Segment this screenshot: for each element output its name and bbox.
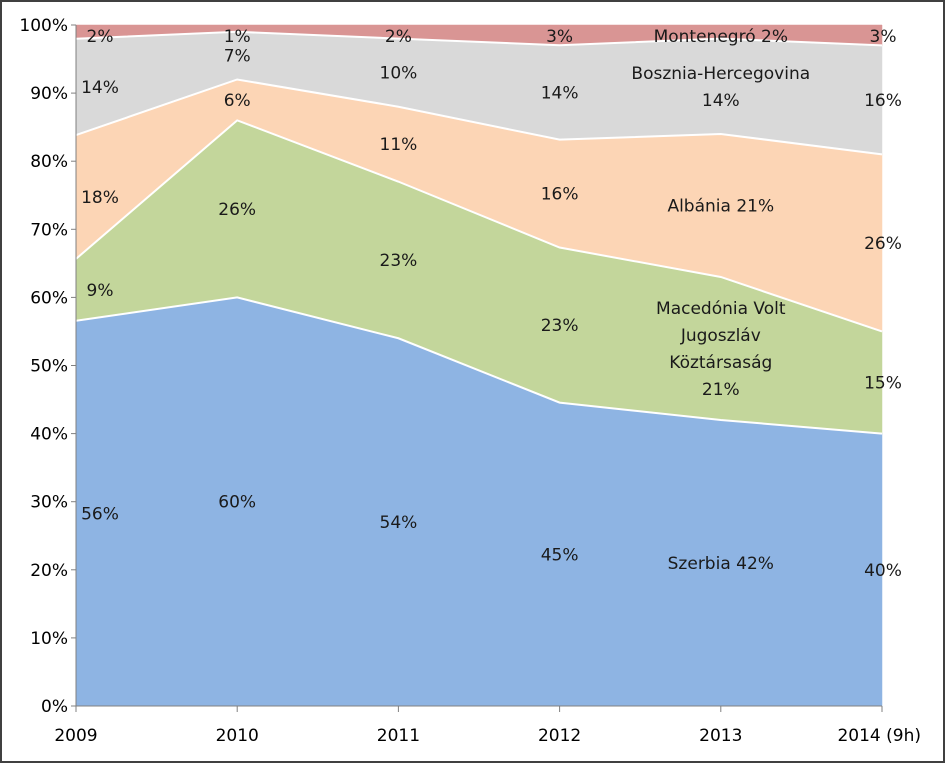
data-label-line: 14% bbox=[81, 78, 119, 98]
boundary-line-szerbia bbox=[75, 296, 883, 435]
y-tick-label: 60% bbox=[30, 288, 68, 308]
data-label-szerbia: 54% bbox=[380, 513, 418, 533]
data-label-line: 11% bbox=[380, 135, 418, 155]
data-label-line: 10% bbox=[380, 64, 418, 84]
y-tick-label: 40% bbox=[30, 425, 68, 445]
data-label-line: 45% bbox=[541, 545, 579, 565]
y-tick-label: 10% bbox=[30, 629, 68, 649]
boundary-line-macedonia-volt-jugoszlav-koztarsasag bbox=[75, 119, 883, 333]
data-label-szerbia: 40% bbox=[864, 561, 902, 581]
data-label-line: 3% bbox=[870, 27, 897, 47]
data-label-line: 23% bbox=[380, 251, 418, 271]
data-label-bosznia-hercegovina: Bosznia-Hercegovina 14% bbox=[631, 64, 810, 111]
x-tick-label: 2012 bbox=[538, 726, 581, 746]
data-label-szerbia: 45% bbox=[541, 545, 579, 565]
x-tick-label: 2013 bbox=[699, 726, 742, 746]
data-label-line: 14% bbox=[702, 91, 740, 111]
y-tick-label: 90% bbox=[30, 84, 68, 104]
data-label-macedonia-volt-jugoszlav-koztarsasag: 9% bbox=[87, 281, 114, 301]
x-tick-label: 2009 bbox=[54, 726, 97, 746]
y-tick-label: 80% bbox=[30, 152, 68, 172]
data-label-line: Bosznia-Hercegovina bbox=[631, 64, 810, 84]
data-label-line: Szerbia 42% bbox=[668, 554, 774, 574]
y-tick-label: 30% bbox=[30, 493, 68, 513]
data-label-line: 21% bbox=[702, 380, 740, 400]
data-label-macedonia-volt-jugoszlav-koztarsasag: 15% bbox=[864, 374, 902, 394]
data-label-line: Montenegró 2% bbox=[654, 27, 788, 47]
data-label-szerbia: 60% bbox=[218, 493, 256, 513]
data-label-albania: Albánia 21% bbox=[667, 196, 774, 216]
data-label-albania: 18% bbox=[81, 188, 119, 208]
data-label-albania: 26% bbox=[864, 234, 902, 254]
data-label-line: 14% bbox=[541, 83, 579, 103]
data-label-bosznia-hercegovina: 14% bbox=[541, 83, 579, 103]
data-label-line: Macedónia Volt bbox=[656, 299, 786, 319]
data-label-szerbia: Szerbia 42% bbox=[668, 554, 774, 574]
data-label-line: 18% bbox=[81, 188, 119, 208]
data-label-macedonia-volt-jugoszlav-koztarsasag: Macedónia Volt Jugoszláv Köztársaság 21% bbox=[656, 299, 786, 400]
data-label-line: 56% bbox=[81, 504, 119, 524]
data-label-bosznia-hercegovina: 14% bbox=[81, 78, 119, 98]
data-label-line: 16% bbox=[541, 185, 579, 205]
y-tick-label: 70% bbox=[30, 220, 68, 240]
data-label-line: 26% bbox=[864, 234, 902, 254]
axes: 0% 10% 20% 30% 40% 50% 60% 70% 80% 90% 100% 2009 201… bbox=[19, 16, 921, 746]
y-tick-label: 20% bbox=[30, 561, 68, 581]
boundary-line-bosznia-hercegovina bbox=[75, 30, 883, 47]
data-label-montenegro: 3% bbox=[546, 27, 573, 47]
data-label-line: 7% bbox=[224, 47, 251, 67]
data-label-line: 2% bbox=[87, 27, 114, 47]
data-label-montenegro: Montenegró 2% bbox=[654, 27, 788, 47]
data-label-bosznia-hercegovina: 7% bbox=[224, 47, 251, 67]
data-label-bosznia-hercegovina: 16% bbox=[864, 91, 902, 111]
boundary-line-albania bbox=[75, 78, 883, 156]
y-tick-label: 0% bbox=[41, 697, 68, 717]
data-label-line: 3% bbox=[546, 27, 573, 47]
data-label-macedonia-volt-jugoszlav-koztarsasag: 23% bbox=[380, 251, 418, 271]
data-label-montenegro: 1% bbox=[224, 27, 251, 47]
data-label-line: 1% bbox=[224, 27, 251, 47]
data-label-line: Köztársaság bbox=[669, 353, 772, 373]
y-tick-label: 50% bbox=[30, 357, 68, 377]
data-label-albania: 11% bbox=[380, 135, 418, 155]
data-label-albania: 16% bbox=[541, 185, 579, 205]
data-label-montenegro: 3% bbox=[870, 27, 897, 47]
data-label-line: 2% bbox=[385, 27, 412, 47]
data-labels: 56% 60% 54% 45% Szerbia 42% 40% 9% 26% 23% 23% Mac… bbox=[81, 27, 902, 581]
series-areas bbox=[75, 24, 883, 707]
data-label-montenegro: 2% bbox=[87, 27, 114, 47]
data-label-line: 54% bbox=[380, 513, 418, 533]
data-label-line: 26% bbox=[218, 200, 256, 220]
data-label-macedonia-volt-jugoszlav-koztarsasag: 23% bbox=[541, 316, 579, 336]
data-label-albania: 6% bbox=[224, 91, 251, 111]
data-label-bosznia-hercegovina: 10% bbox=[380, 64, 418, 84]
data-label-line: Jugoszláv bbox=[680, 326, 761, 346]
x-tick-label: 2011 bbox=[377, 726, 420, 746]
x-tick-label: 2014 (9h) bbox=[837, 726, 921, 746]
data-label-line: 6% bbox=[224, 91, 251, 111]
data-label-line: 23% bbox=[541, 316, 579, 336]
x-tick-label: 2010 bbox=[216, 726, 259, 746]
data-label-line: 15% bbox=[864, 374, 902, 394]
data-label-line: 40% bbox=[864, 561, 902, 581]
data-label-line: 16% bbox=[864, 91, 902, 111]
y-tick-label: 100% bbox=[19, 16, 68, 36]
data-label-szerbia: 56% bbox=[81, 504, 119, 524]
data-label-line: 9% bbox=[87, 281, 114, 301]
data-label-macedonia-volt-jugoszlav-koztarsasag: 26% bbox=[218, 200, 256, 220]
data-label-line: 60% bbox=[218, 493, 256, 513]
data-label-line: Albánia 21% bbox=[667, 196, 774, 216]
series-boundaries bbox=[75, 30, 883, 435]
data-label-montenegro: 2% bbox=[385, 27, 412, 47]
